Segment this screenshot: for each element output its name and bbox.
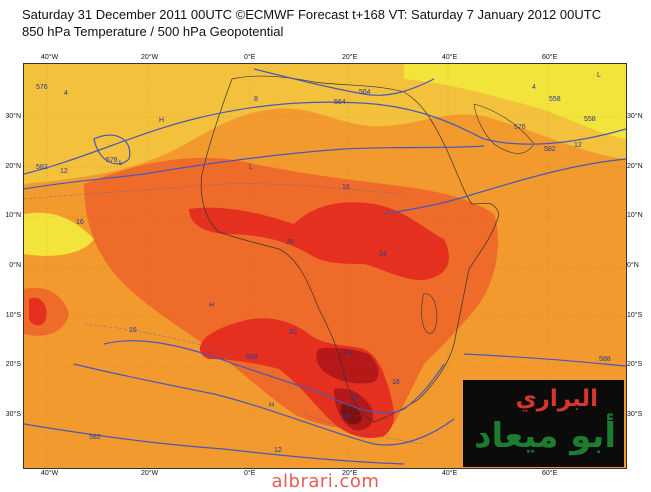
lat-label: 10°S bbox=[5, 312, 21, 319]
lat-label: 20°S bbox=[5, 361, 21, 368]
isotherm-label: 20 bbox=[289, 329, 297, 336]
temp-band-very-hot bbox=[29, 297, 47, 326]
isotherm-label: 12 bbox=[60, 168, 68, 175]
map-canvas bbox=[24, 64, 626, 468]
lat-label: 0°N bbox=[9, 262, 21, 269]
coastline bbox=[473, 103, 535, 154]
pressure-center: L bbox=[119, 160, 123, 167]
isotherm-label: 20 bbox=[286, 239, 294, 246]
contour-line bbox=[24, 145, 485, 190]
logo-text-bottom: أبو ميعاد bbox=[474, 416, 616, 456]
lon-label: 0°E bbox=[244, 54, 256, 61]
watermark: albrari.com bbox=[271, 471, 380, 492]
lon-label: 40°W bbox=[41, 470, 59, 477]
contour-label: 582 bbox=[544, 146, 556, 153]
coastline bbox=[421, 293, 438, 334]
geopotential-contours bbox=[24, 68, 626, 465]
lon-label: 20°W bbox=[141, 54, 159, 61]
pressure-center: H bbox=[159, 117, 165, 124]
isotherm-label: 24 bbox=[344, 350, 352, 357]
contour-label: 576 bbox=[106, 157, 118, 164]
temp-band-very-hot bbox=[189, 202, 449, 281]
isotherm-label: 16 bbox=[392, 379, 400, 386]
contour-line bbox=[93, 134, 131, 165]
temp-band-cold bbox=[24, 212, 94, 256]
contour-label: 588 bbox=[599, 356, 611, 363]
lon-label: 20°E bbox=[342, 54, 358, 61]
isotherm-label: 4 bbox=[64, 90, 68, 97]
lon-label: 20°W bbox=[141, 470, 159, 477]
lon-label: 40°E bbox=[442, 54, 458, 61]
pressure-center: H bbox=[269, 402, 275, 409]
temp-band-cold bbox=[404, 64, 626, 139]
lat-label: 10°S bbox=[627, 312, 643, 319]
temp-band-cool bbox=[24, 64, 626, 184]
lon-label: 40°E bbox=[442, 470, 458, 477]
lat-label: 20°N bbox=[5, 163, 21, 170]
isotherm-label: 8 bbox=[254, 96, 258, 103]
contour-label: 564 bbox=[359, 89, 371, 96]
lon-label: 20°E bbox=[342, 470, 358, 477]
contour-line bbox=[103, 340, 445, 414]
contour-line bbox=[253, 68, 435, 96]
contour-line bbox=[24, 423, 405, 465]
pressure-center: L bbox=[597, 72, 601, 79]
coastline bbox=[200, 75, 500, 423]
lat-label: 30°S bbox=[627, 411, 643, 418]
isotherm-label: 4 bbox=[532, 84, 536, 91]
isotherm-label: 24 bbox=[379, 251, 387, 258]
lat-label: 0°N bbox=[627, 262, 639, 269]
contour-label: 558 bbox=[549, 96, 561, 103]
lat-label: 30°N bbox=[5, 113, 21, 120]
temperature-isotherms bbox=[24, 183, 425, 445]
lon-label: 0°E bbox=[244, 470, 256, 477]
map-subtitle: 850 hPa Temperature / 500 hPa Geopotenti… bbox=[22, 24, 284, 39]
contour-label: 576 bbox=[514, 124, 526, 131]
lat-label: 10°N bbox=[627, 212, 643, 219]
map-title: Saturday 31 December 2011 00UTC ©ECMWF F… bbox=[22, 7, 602, 22]
pressure-center: L bbox=[249, 164, 253, 171]
contour-line bbox=[463, 353, 626, 367]
contour-label: 576 bbox=[36, 84, 48, 91]
contour-label: 582 bbox=[89, 434, 101, 441]
contour-line bbox=[24, 101, 626, 175]
lon-label: 60°E bbox=[542, 54, 558, 61]
lon-label: 60°E bbox=[542, 470, 558, 477]
lat-label: 30°N bbox=[627, 113, 643, 120]
contour-label: 582 bbox=[36, 164, 48, 171]
isotherm-label: 12 bbox=[574, 142, 582, 149]
pressure-center: H bbox=[209, 302, 215, 309]
lon-label: 40°W bbox=[41, 54, 59, 61]
isotherm-label: 12 bbox=[274, 447, 282, 454]
logo-text-top: البراري bbox=[515, 386, 598, 412]
lat-label: 20°S bbox=[627, 361, 643, 368]
logo-badge: البراري أبو ميعاد bbox=[463, 380, 624, 467]
contour-line bbox=[383, 158, 626, 215]
isotherm-label: 28 bbox=[342, 414, 350, 421]
temp-band-extreme bbox=[316, 347, 379, 384]
graticule bbox=[24, 64, 626, 468]
temp-band-peak bbox=[340, 403, 362, 425]
lat-label: 20°N bbox=[627, 163, 643, 170]
contour-label: 564 bbox=[334, 99, 346, 106]
lat-label: 30°S bbox=[5, 411, 21, 418]
contour-line bbox=[73, 363, 455, 446]
forecast-map: 576 576 582 588 564 558 582 588 582 576 … bbox=[23, 63, 627, 469]
isotherm-label: 24 bbox=[351, 394, 359, 401]
contour-label: 588 bbox=[246, 354, 258, 361]
contour-label: 558 bbox=[584, 116, 596, 123]
lat-label: 10°N bbox=[5, 212, 21, 219]
isotherm-label: 16 bbox=[342, 184, 350, 191]
isotherm-label: 16 bbox=[76, 219, 84, 226]
isotherm-label: 16 bbox=[129, 327, 137, 334]
